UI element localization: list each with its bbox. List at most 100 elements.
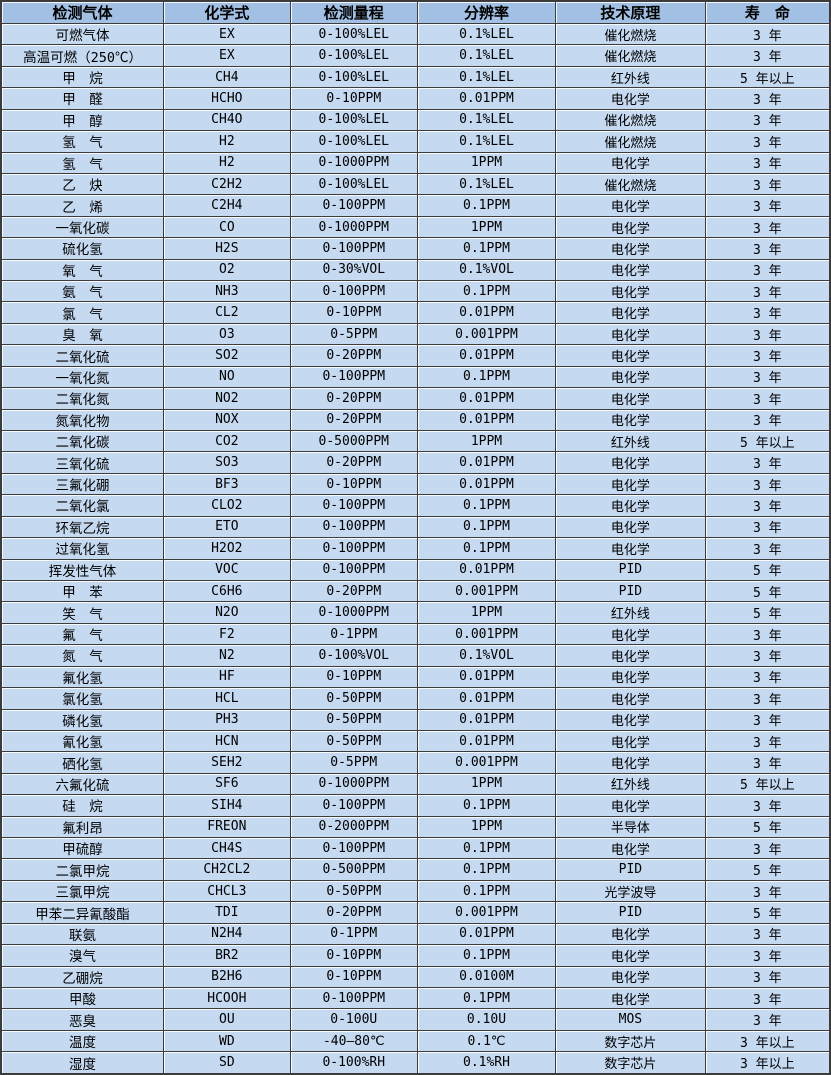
gas-name-cell: 硒化氢 bbox=[2, 752, 165, 774]
table-row: 氟 气 F2 0-1PPM 0.001PPM 电化学 3 年 bbox=[2, 623, 829, 646]
table-cell: 3 年 bbox=[705, 366, 829, 389]
gas-name-cell: 氮 气 bbox=[2, 645, 165, 667]
table-cell: 半导体 bbox=[556, 816, 706, 839]
table-cell: 3 年 bbox=[705, 709, 829, 731]
table-row: 氢 气 H2 0-1000PPM 1PPM 电化学 3 年 bbox=[2, 152, 829, 174]
table-cell: 0-100%LEL bbox=[290, 173, 418, 196]
table-cell: BR2 bbox=[164, 945, 291, 967]
table-cell: 0-100%LEL bbox=[290, 66, 418, 89]
table-cell: CH4 bbox=[164, 66, 291, 89]
table-cell: 3 年 bbox=[705, 109, 829, 132]
table-cell: 3 年以上 bbox=[705, 1030, 829, 1053]
gas-name-cell: 氯 气 bbox=[2, 302, 165, 324]
table-cell: 0.1%LEL bbox=[417, 66, 557, 89]
table-row: 恶臭 OU 0-100U 0.10U MOS 3 年 bbox=[2, 1009, 829, 1031]
table-row: 氨 气 NH3 0-100PPM 0.1PPM 电化学 3 年 bbox=[2, 281, 829, 303]
table-cell: 3 年 bbox=[705, 452, 829, 474]
table-cell: HF bbox=[164, 666, 291, 689]
table-cell: 3 年 bbox=[705, 195, 829, 217]
table-cell: 3 年 bbox=[705, 623, 829, 646]
table-cell: 0.001PPM bbox=[417, 623, 557, 646]
table-row: 硫化氢 H2S 0-100PPM 0.1PPM 电化学 3 年 bbox=[2, 238, 829, 260]
table-row: 氟利昂 FREON 0-2000PPM 1PPM 半导体 5 年 bbox=[2, 816, 829, 839]
table-cell: 0-20PPM bbox=[290, 388, 418, 410]
table-cell: PID bbox=[556, 559, 706, 581]
table-cell: 5 年 bbox=[705, 859, 829, 881]
table-row: 三氟化硼 BF3 0-10PPM 0.01PPM 电化学 3 年 bbox=[2, 473, 829, 496]
table-cell: 1PPM bbox=[417, 773, 557, 796]
table-cell: 0.01PPM bbox=[417, 923, 557, 946]
gas-name-cell: 联氨 bbox=[2, 923, 165, 946]
table-row: 氧 气 O2 0-30%VOL 0.1%VOL 电化学 3 年 bbox=[2, 259, 829, 282]
table-cell: 3 年 bbox=[705, 302, 829, 324]
table-cell: EX bbox=[164, 45, 291, 67]
table-cell: 1PPM bbox=[417, 816, 557, 839]
gas-name-cell: 氢 气 bbox=[2, 152, 165, 174]
table-cell: 电化学 bbox=[556, 473, 706, 496]
gas-name-cell: 可燃气体 bbox=[2, 24, 165, 46]
gas-name-cell: 氧 气 bbox=[2, 259, 165, 282]
table-cell: 催化燃烧 bbox=[556, 173, 706, 196]
table-cell: HCHO bbox=[164, 88, 291, 110]
table-cell: 0.1%VOL bbox=[417, 259, 557, 282]
table-cell: VOC bbox=[164, 559, 291, 581]
table-row: 过氧化氢 H2O2 0-100PPM 0.1PPM 电化学 3 年 bbox=[2, 538, 829, 560]
table-cell: 0.1PPM bbox=[417, 366, 557, 389]
table-cell: 3 年 bbox=[705, 131, 829, 153]
gas-name-cell: 二氧化硫 bbox=[2, 345, 165, 367]
table-cell: 3 年 bbox=[705, 688, 829, 710]
table-cell: 5 年以上 bbox=[705, 773, 829, 796]
table-row: 氯 气 CL2 0-10PPM 0.01PPM 电化学 3 年 bbox=[2, 302, 829, 324]
table-cell: 0-20PPM bbox=[290, 902, 418, 924]
table-cell: 3 年 bbox=[705, 945, 829, 967]
table-cell: WD bbox=[164, 1030, 291, 1053]
table-row: 二氧化碳 CO2 0-5000PPM 1PPM 红外线 5 年以上 bbox=[2, 431, 829, 453]
table-cell: 催化燃烧 bbox=[556, 131, 706, 153]
table-cell: 0-1000PPM bbox=[290, 773, 418, 796]
table-cell: H2S bbox=[164, 238, 291, 260]
table-cell: 0-500PPM bbox=[290, 859, 418, 881]
table-cell: 3 年 bbox=[705, 281, 829, 303]
table-cell: CO2 bbox=[164, 431, 291, 453]
table-cell: SD bbox=[164, 1052, 291, 1073]
table-cell: 0-100PPM bbox=[290, 987, 418, 1010]
table-cell: 0.1%LEL bbox=[417, 131, 557, 153]
table-cell: 电化学 bbox=[556, 752, 706, 774]
table-row: 磷化氢 PH3 0-50PPM 0.01PPM 电化学 3 年 bbox=[2, 709, 829, 731]
table-cell: 0.01PPM bbox=[417, 559, 557, 581]
gas-name-cell: 二氧化碳 bbox=[2, 431, 165, 453]
table-cell: 0-5PPM bbox=[290, 752, 418, 774]
table-cell: 0-100PPM bbox=[290, 795, 418, 817]
table-cell: CO bbox=[164, 216, 291, 239]
gas-name-cell: 三氟化硼 bbox=[2, 473, 165, 496]
table-cell: 0-5PPM bbox=[290, 323, 418, 346]
table-cell: 电化学 bbox=[556, 623, 706, 646]
gas-name-cell: 氟利昂 bbox=[2, 816, 165, 839]
gas-name-cell: 硅 烷 bbox=[2, 795, 165, 817]
table-row: 联氨 N2H4 0-1PPM 0.01PPM 电化学 3 年 bbox=[2, 923, 829, 946]
column-header-1: 化学式 bbox=[164, 2, 291, 24]
table-cell: 5 年 bbox=[705, 816, 829, 839]
table-cell: 3 年 bbox=[705, 1009, 829, 1031]
table-cell: 0-100PPM bbox=[290, 195, 418, 217]
table-cell: 0.0100M bbox=[417, 966, 557, 988]
table-cell: 0-20PPM bbox=[290, 452, 418, 474]
table-row: 硅 烷 SIH4 0-100PPM 0.1PPM 电化学 3 年 bbox=[2, 795, 829, 817]
table-cell: 0-100%LEL bbox=[290, 109, 418, 132]
table-cell: PID bbox=[556, 859, 706, 881]
table-cell: 0-1000PPM bbox=[290, 152, 418, 174]
table-cell: 0-100%VOL bbox=[290, 645, 418, 667]
table-cell: SF6 bbox=[164, 773, 291, 796]
table-cell: 3 年 bbox=[705, 752, 829, 774]
gas-name-cell: 溴气 bbox=[2, 945, 165, 967]
table-cell: 电化学 bbox=[556, 302, 706, 324]
table-cell: 0-10PPM bbox=[290, 473, 418, 496]
table-body: 可燃气体 EX 0-100%LEL 0.1%LEL 催化燃烧 3 年高温可燃（250℃） E… bbox=[2, 24, 829, 1073]
table-cell: 3 年 bbox=[705, 795, 829, 817]
table-row: 氟化氢 HF 0-10PPM 0.01PPM 电化学 3 年 bbox=[2, 666, 829, 689]
table-cell: 0.01PPM bbox=[417, 302, 557, 324]
column-header-5: 寿 命 bbox=[705, 2, 829, 24]
table-row: 甲 苯 C6H6 0-20PPM 0.001PPM PID 5 年 bbox=[2, 580, 829, 603]
table-cell: 0-100PPM bbox=[290, 366, 418, 389]
